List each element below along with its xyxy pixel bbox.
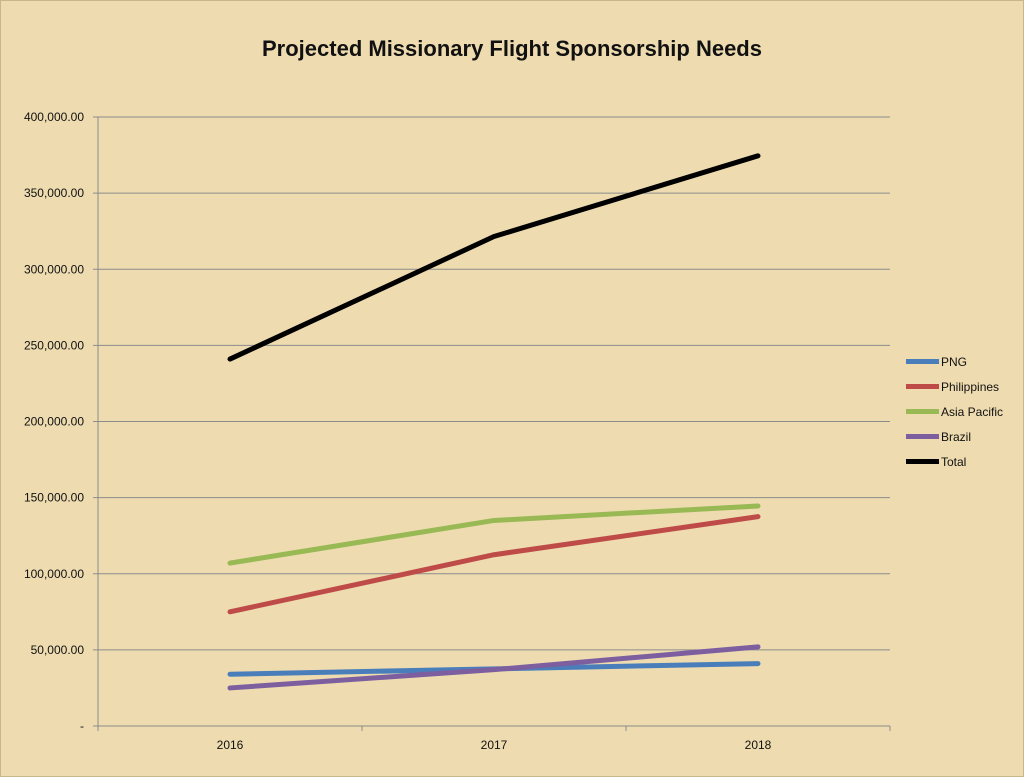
legend-swatch	[906, 384, 939, 389]
x-tick-label: 2016	[217, 738, 244, 752]
legend-label: Total	[941, 454, 967, 469]
y-axis-tick-labels: - 50,000.00 100,000.00 150,000.00 200,000.00…	[24, 110, 84, 733]
legend-item-brazil: Brazil	[906, 424, 1016, 449]
y-tick-label: 100,000.00	[24, 567, 84, 581]
series-line-asia-pacific	[227, 503, 761, 566]
legend-swatch	[906, 434, 939, 439]
legend-swatch	[906, 409, 939, 414]
legend-label: Philippines	[941, 379, 1000, 394]
legend-item-png: PNG	[906, 349, 1016, 374]
legend-label: Asia Pacific	[941, 404, 1004, 419]
legend-item-total: Total	[906, 449, 1016, 474]
legend-swatch	[906, 459, 939, 464]
x-tick-label: 2018	[745, 738, 772, 752]
y-tick-label: 150,000.00	[24, 491, 84, 505]
legend-swatch	[906, 359, 939, 364]
legend-label: PNG	[941, 354, 968, 369]
chart-title: Projected Missionary Flight Sponsorship …	[262, 36, 762, 61]
x-axis-tick-labels: 2016 2017 2018	[217, 738, 772, 752]
series-lines	[227, 153, 761, 691]
y-tick-label: 400,000.00	[24, 110, 84, 124]
y-tick-label: 200,000.00	[24, 415, 84, 429]
x-tick-label: 2017	[481, 738, 508, 752]
y-tick-label: 50,000.00	[31, 643, 85, 657]
series-line-philippines	[227, 514, 761, 615]
y-tick-label: 250,000.00	[24, 338, 84, 352]
legend-label: Brazil	[941, 429, 972, 444]
gridlines	[98, 116, 890, 651]
series-line-total	[227, 153, 761, 362]
y-tick-label: 300,000.00	[24, 262, 84, 276]
legend-item-philippines: Philippines	[906, 374, 1016, 399]
legend-item-asia-pacific: Asia Pacific	[906, 399, 1016, 424]
axes	[93, 116, 891, 731]
y-tick-label: 350,000.00	[24, 186, 84, 200]
series-line-brazil	[227, 644, 761, 691]
y-tick-label: -	[80, 719, 84, 733]
chart-legend: PNG Philippines Asia Pacific Brazil Total	[906, 349, 1016, 474]
